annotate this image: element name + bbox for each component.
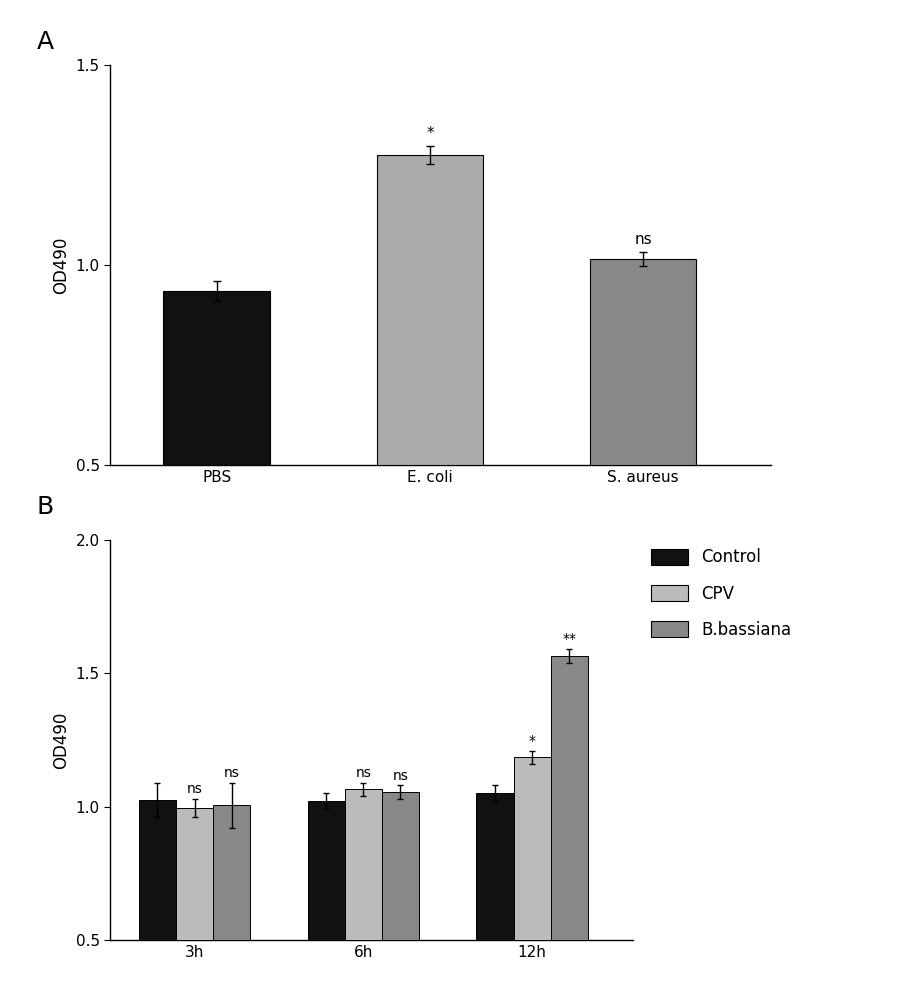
Bar (551, 656, 588, 940)
Y-axis label: OD490: OD490 (52, 711, 70, 769)
Bar (308, 801, 345, 940)
Y-axis label: OD490: OD490 (52, 236, 70, 294)
Text: ns: ns (393, 769, 409, 783)
Bar (345, 789, 382, 940)
Text: ns: ns (186, 782, 203, 796)
Text: *: * (426, 126, 434, 141)
Bar (590, 259, 697, 465)
Bar (376, 155, 483, 465)
Text: A: A (37, 30, 54, 54)
Bar (476, 793, 513, 940)
Text: *: * (529, 734, 535, 748)
Text: **: ** (563, 632, 577, 646)
Legend: Control, CPV, B.bassiana: Control, CPV, B.bassiana (651, 548, 791, 639)
Bar (176, 808, 213, 940)
Text: ns: ns (355, 766, 371, 780)
Bar (139, 800, 176, 940)
Text: ns: ns (224, 766, 240, 780)
Text: B: B (37, 495, 54, 519)
Bar (513, 757, 551, 940)
Bar (163, 291, 270, 465)
Text: ns: ns (634, 232, 652, 247)
Bar (213, 805, 251, 940)
Bar (382, 792, 419, 940)
